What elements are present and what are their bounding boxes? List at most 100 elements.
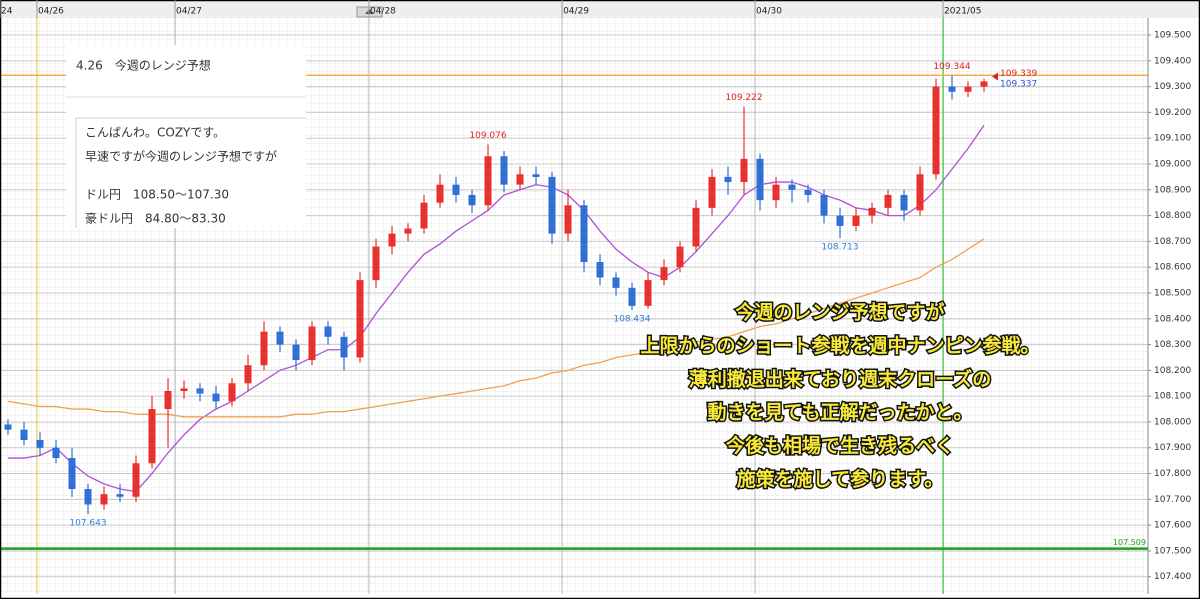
candle-body [388, 233, 396, 247]
memo-background [66, 45, 306, 228]
comment-line: 今週のレンジ予想ですが [734, 301, 944, 324]
candle-body [244, 365, 252, 384]
candle-body [836, 215, 844, 226]
candle-body [356, 280, 364, 358]
candle-body [740, 158, 748, 183]
candle-body [724, 176, 732, 183]
y-tick-label: 107.400 [1154, 572, 1191, 582]
candle-body [884, 194, 892, 208]
comment-line: 動きを見ても正解だったかと。 [707, 401, 972, 424]
candle-body [932, 86, 940, 175]
candle-body [676, 246, 684, 268]
candle-body [196, 388, 204, 394]
bid-label: 109.339 [1000, 69, 1037, 79]
moving-average [8, 124, 985, 493]
x-tick-label: 04/30 [756, 7, 782, 17]
y-tick-label: 107.700 [1154, 495, 1191, 505]
candle-body [36, 440, 44, 448]
x-tick-label: 04/28 [370, 7, 396, 17]
y-tick-label: 109.300 [1154, 82, 1191, 92]
candle-body [916, 174, 924, 211]
y-tick-label: 109.100 [1154, 134, 1191, 144]
y-tick-label: 108.300 [1154, 340, 1191, 350]
candle-body [852, 215, 860, 226]
candle-body [436, 184, 444, 203]
candle-body [564, 205, 572, 234]
y-tick-label: 109.400 [1154, 56, 1191, 66]
candle-body [148, 409, 156, 464]
y-tick-label: 108.900 [1154, 185, 1191, 195]
candle-body [164, 390, 172, 410]
candle-body [580, 205, 588, 263]
low-label: 107.643 [69, 519, 106, 529]
y-tick-label: 109.500 [1154, 31, 1191, 41]
y-tick-label: 109.000 [1154, 159, 1191, 169]
price-axis [1148, 18, 1200, 594]
y-tick-label: 108.400 [1154, 314, 1191, 324]
y-tick-label: 108.600 [1154, 263, 1191, 273]
low-label: 108.434 [613, 314, 650, 324]
candle-body [404, 228, 412, 234]
candle-body [820, 194, 828, 216]
candle-body [900, 194, 908, 211]
candle-body [292, 344, 300, 361]
candle-body [516, 174, 524, 185]
ask-label: 109.337 [1000, 80, 1037, 90]
candle-body [548, 176, 556, 234]
candle-body [468, 194, 476, 206]
candle-body [644, 280, 652, 306]
candle-body [804, 189, 812, 195]
low-label: 108.713 [821, 243, 858, 253]
memo-title: 4.26 今週のレンジ予想 [76, 58, 211, 73]
candle-body [4, 424, 12, 430]
candle-body [324, 326, 332, 337]
memo-line: こんばんわ。COZYです。 [85, 126, 225, 140]
memo-line: 早速ですが今週のレンジ予想ですが [85, 149, 277, 164]
y-tick-label: 108.200 [1154, 366, 1191, 376]
candle-body [660, 267, 668, 281]
x-tick-label: 04/27 [176, 7, 202, 17]
x-tick-label: 2021/05 [944, 7, 981, 17]
memo-line: 豪ドル円 84.80～83.30 [85, 211, 226, 226]
y-tick-label: 107.600 [1154, 521, 1191, 531]
x-tick-label: 04/29 [563, 7, 589, 17]
candle-body [500, 156, 508, 185]
candle-body [612, 277, 620, 288]
candle-body [980, 81, 988, 87]
memo-inner-border [75, 117, 306, 228]
memo-line: ドル円 108.50～107.30 [85, 188, 229, 202]
level-label: 107.509 [1113, 538, 1146, 547]
candle-body [756, 158, 764, 201]
y-tick-label: 107.500 [1154, 546, 1191, 556]
y-tick-label: 108.500 [1154, 288, 1191, 298]
candle-body [52, 447, 60, 459]
y-tick-label: 108.800 [1154, 211, 1191, 221]
candle-body [420, 202, 428, 229]
plot: 109.076 109.222 109.344 107.643 108.434 108.7… [4, 62, 1037, 529]
tab-arrow [365, 9, 374, 14]
high-label: 109.344 [933, 62, 970, 72]
candle-body [452, 184, 460, 195]
candle-body [596, 262, 604, 278]
candle-body [308, 326, 316, 361]
candle-body [964, 86, 972, 92]
candle-body [132, 463, 140, 497]
candle-body [788, 184, 796, 190]
bid-marker [992, 72, 998, 81]
moving-average [7, 238, 985, 418]
candle-body [212, 393, 220, 402]
x-tick-label: 24 [1, 7, 13, 17]
memo-box: 4.26 今週のレンジ予想 こんばんわ。COZYです。早速ですが今週のレンジ予想… [66, 45, 306, 228]
candle-body [228, 383, 236, 402]
candle-body [628, 287, 636, 306]
x-tick-label: 04/26 [38, 7, 64, 17]
candle-body [84, 489, 92, 505]
candle-body [276, 331, 284, 345]
comment-overlay: 今週のレンジ予想ですが上限からのショート参戦を週中ナンピン参戦。薄利撤退出来てお… [639, 299, 1041, 492]
candle-body [68, 458, 76, 490]
candle-body [948, 86, 956, 92]
candle-body [116, 494, 124, 497]
candle-body [868, 207, 876, 216]
candle-body [532, 174, 540, 177]
